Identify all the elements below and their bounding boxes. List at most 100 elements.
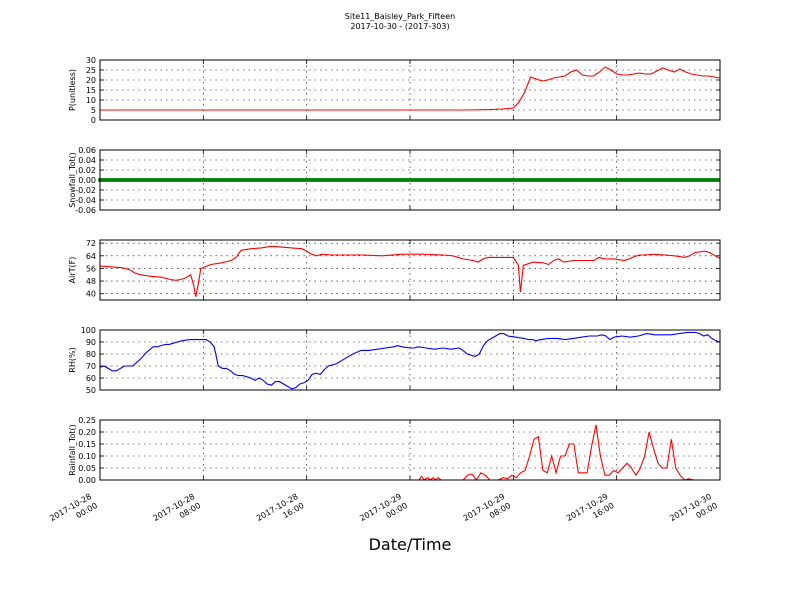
data-point bbox=[377, 178, 382, 182]
y-tick-label: 0.25 bbox=[78, 416, 96, 425]
data-point bbox=[681, 178, 685, 182]
data-point bbox=[522, 178, 527, 182]
data-point bbox=[509, 178, 514, 182]
y-tick-label: 0.00 bbox=[78, 476, 96, 485]
data-point bbox=[527, 178, 531, 182]
data-point bbox=[118, 178, 122, 182]
x-axis-label: Date/Time bbox=[369, 535, 452, 554]
data-point bbox=[628, 178, 632, 182]
data-point bbox=[234, 178, 239, 182]
data-point bbox=[289, 178, 294, 182]
y-tick-label: 0.02 bbox=[78, 166, 96, 175]
data-point bbox=[338, 178, 342, 182]
y-tick-label: 30 bbox=[86, 56, 96, 65]
data-point bbox=[591, 178, 595, 182]
data-point bbox=[507, 178, 511, 182]
data-point bbox=[483, 178, 487, 182]
data-point bbox=[135, 178, 140, 182]
data-point bbox=[443, 178, 448, 182]
data-point bbox=[230, 178, 234, 182]
data-point bbox=[408, 178, 412, 182]
data-point bbox=[615, 178, 619, 182]
data-point bbox=[146, 178, 151, 182]
data-point bbox=[542, 178, 547, 182]
data-point bbox=[463, 178, 467, 182]
data-point bbox=[364, 178, 368, 182]
data-point bbox=[375, 178, 379, 182]
data-point bbox=[643, 178, 648, 182]
y-tick-label: 50 bbox=[86, 386, 96, 395]
data-point bbox=[714, 178, 718, 182]
data-point bbox=[168, 178, 173, 182]
data-point bbox=[153, 178, 157, 182]
data-point bbox=[184, 178, 188, 182]
data-point bbox=[186, 178, 190, 182]
data-point bbox=[599, 178, 604, 182]
data-point bbox=[140, 178, 144, 182]
data-point bbox=[217, 178, 221, 182]
series-0-line bbox=[100, 66, 721, 111]
data-point bbox=[276, 178, 280, 182]
data-point bbox=[709, 178, 714, 182]
data-point bbox=[617, 178, 621, 182]
data-point bbox=[144, 178, 148, 182]
y-axis-label: Rainfall_Tot() bbox=[68, 424, 77, 476]
data-point bbox=[397, 178, 401, 182]
data-point bbox=[382, 178, 386, 182]
data-point bbox=[564, 178, 569, 182]
data-point bbox=[126, 178, 131, 182]
data-point bbox=[208, 178, 212, 182]
subplots: 051015202530P(unitless)-0.06-0.04-0.020.… bbox=[68, 56, 721, 485]
data-point bbox=[692, 178, 696, 182]
data-point bbox=[157, 178, 162, 182]
data-point bbox=[349, 178, 353, 182]
data-point bbox=[626, 178, 630, 182]
series-0-line bbox=[100, 424, 720, 481]
data-point bbox=[395, 178, 399, 182]
data-point bbox=[650, 178, 654, 182]
data-point bbox=[102, 178, 107, 182]
y-tick-label: -0.06 bbox=[75, 206, 96, 215]
data-point bbox=[558, 178, 562, 182]
data-point bbox=[696, 178, 701, 182]
data-point bbox=[294, 178, 298, 182]
data-point bbox=[663, 178, 668, 182]
data-point bbox=[597, 178, 602, 182]
data-point bbox=[329, 178, 333, 182]
data-point bbox=[478, 178, 483, 182]
axes-frame bbox=[99, 149, 721, 211]
y-tick-label: 0.15 bbox=[78, 440, 96, 449]
data-point bbox=[566, 178, 571, 182]
data-point bbox=[593, 178, 597, 182]
data-point bbox=[311, 178, 316, 182]
data-point bbox=[619, 178, 624, 182]
data-point bbox=[547, 178, 551, 182]
y-tick-label: 40 bbox=[86, 290, 96, 299]
data-point bbox=[632, 178, 637, 182]
data-point bbox=[423, 178, 428, 182]
data-point bbox=[472, 178, 476, 182]
data-point bbox=[419, 178, 423, 182]
axes-frame bbox=[99, 419, 721, 481]
data-point bbox=[608, 178, 613, 182]
y-tick-label: 0.10 bbox=[78, 452, 96, 461]
data-point bbox=[646, 178, 650, 182]
data-point bbox=[668, 178, 672, 182]
data-point bbox=[179, 178, 184, 182]
data-point bbox=[199, 178, 203, 182]
y-tick-label: 56 bbox=[86, 264, 96, 273]
data-point bbox=[327, 178, 331, 182]
data-point bbox=[450, 178, 454, 182]
data-point bbox=[320, 178, 324, 182]
data-point bbox=[256, 178, 261, 182]
data-point bbox=[452, 178, 456, 182]
data-point bbox=[214, 178, 219, 182]
data-point bbox=[379, 178, 384, 182]
data-point bbox=[131, 178, 135, 182]
data-point bbox=[672, 178, 676, 182]
data-point bbox=[448, 178, 452, 182]
data-point bbox=[212, 178, 217, 182]
y-tick-label: 100 bbox=[81, 326, 96, 335]
y-tick-label: 0.06 bbox=[78, 146, 96, 155]
data-point bbox=[580, 178, 584, 182]
